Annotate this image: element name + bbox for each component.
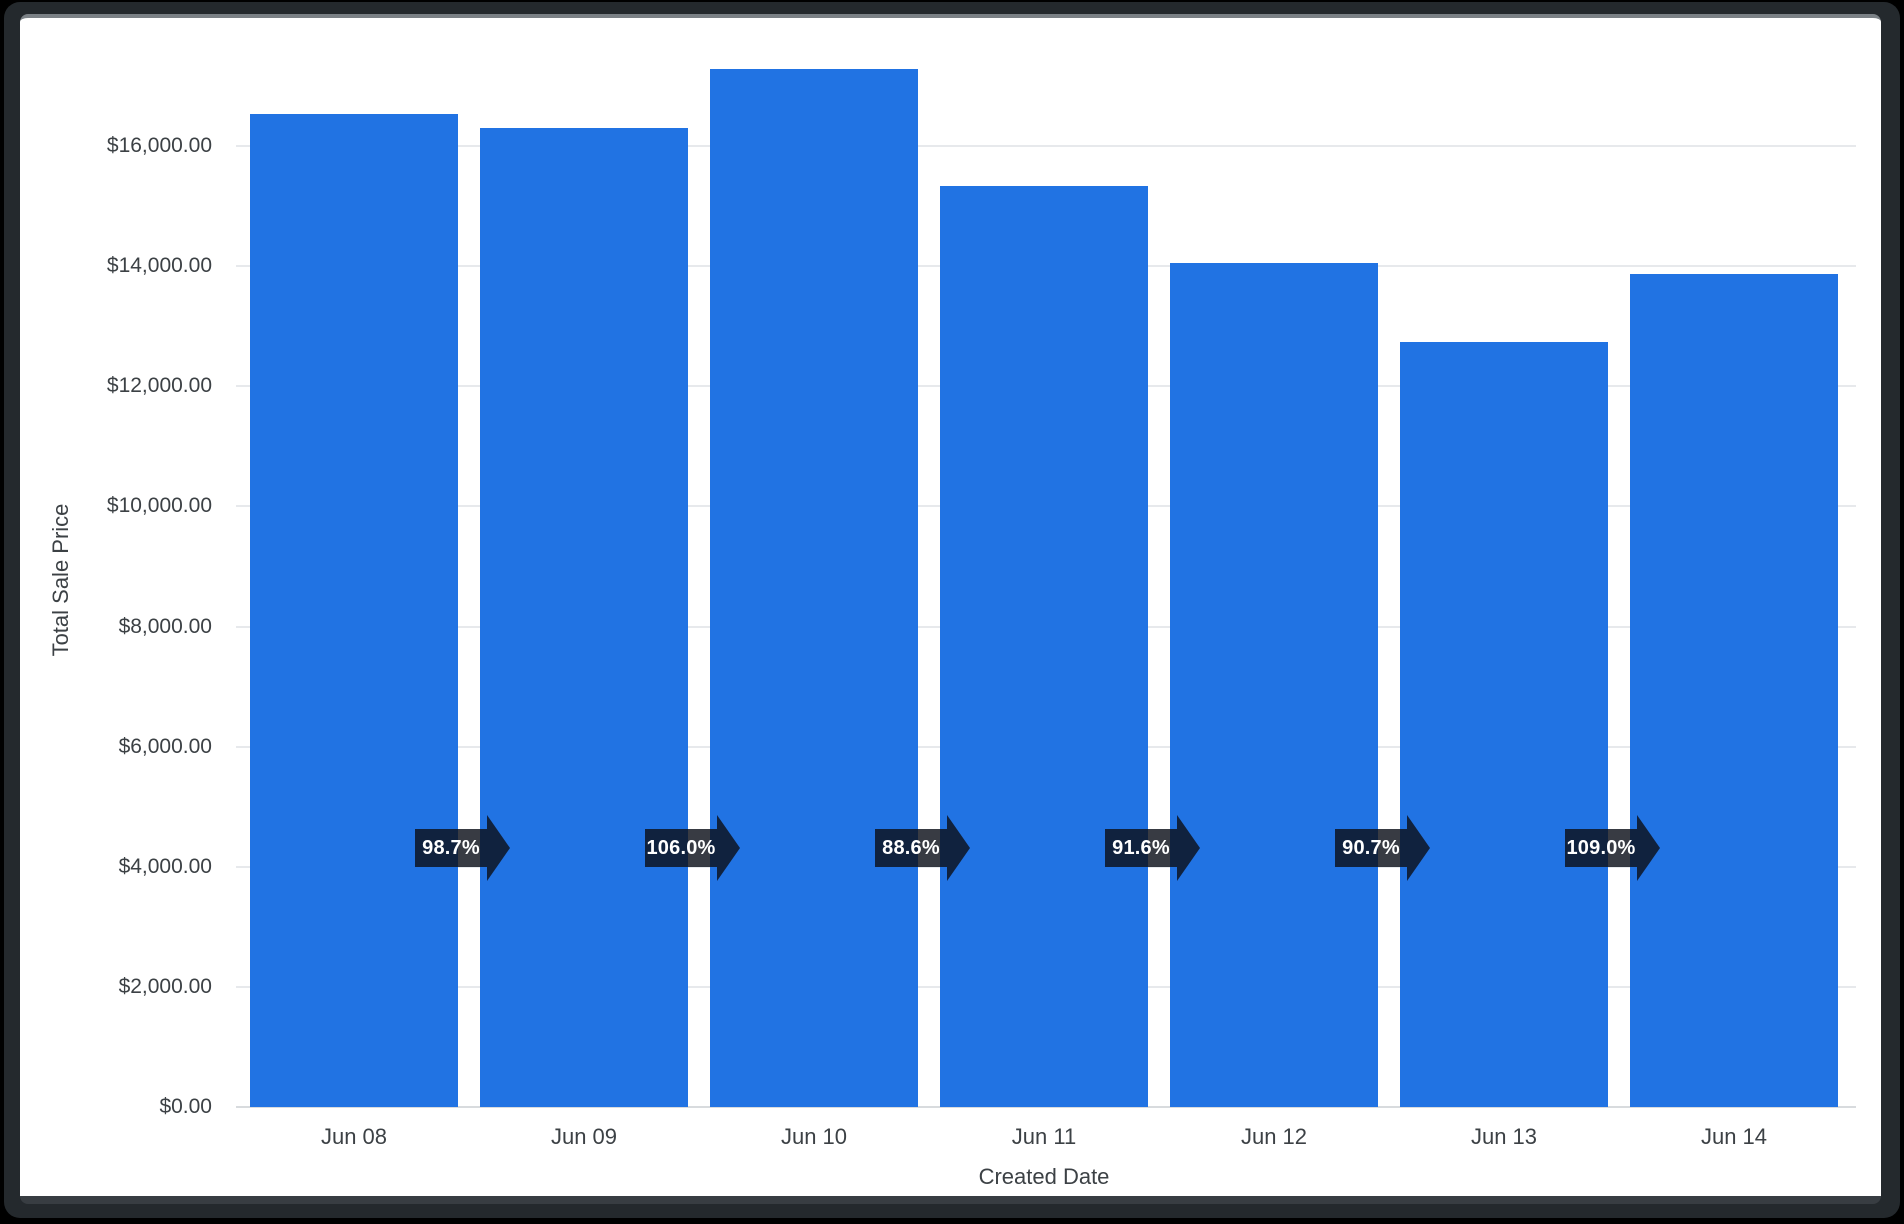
x-axis-title: Created Date — [978, 1164, 1110, 1189]
gridline — [236, 145, 1856, 147]
growth-arrow-head-icon — [947, 815, 970, 881]
y-tick-label: $6,000.00 — [118, 734, 212, 758]
bar-jun-09[interactable] — [480, 127, 688, 1107]
growth-arrow-head-icon — [717, 815, 740, 881]
growth-arrow-label: 90.7% — [1342, 836, 1400, 859]
growth-arrow-head-icon — [1407, 815, 1430, 881]
y-tick-label: $4,000.00 — [118, 854, 212, 878]
x-tick-label: Jun 10 — [780, 1124, 848, 1149]
y-tick-label: $12,000.00 — [106, 374, 212, 398]
bar-jun-14[interactable] — [1630, 273, 1838, 1107]
y-tick-label: $2,000.00 — [118, 974, 212, 998]
growth-arrow-label: 109.0% — [1566, 836, 1636, 859]
y-tick-label: $8,000.00 — [118, 614, 212, 638]
x-tick-label: Jun 09 — [550, 1124, 618, 1149]
bar-jun-11[interactable] — [940, 185, 1148, 1107]
x-tick-label: Jun 12 — [1240, 1124, 1308, 1149]
axis-baseline — [236, 1106, 1856, 1108]
x-tick-label: Jun 14 — [1700, 1124, 1768, 1149]
bar-jun-08[interactable] — [250, 113, 458, 1107]
growth-arrow: 91.6% — [1105, 829, 1177, 867]
y-tick-label: $16,000.00 — [106, 134, 212, 157]
bar-jun-10[interactable] — [710, 68, 918, 1107]
growth-arrow: 88.6% — [875, 829, 947, 867]
y-tick-label: $0.00 — [159, 1095, 212, 1118]
growth-arrow: 90.7% — [1335, 829, 1407, 867]
growth-arrow-head-icon — [1637, 815, 1660, 881]
growth-arrow-head-icon — [1177, 815, 1200, 881]
growth-arrow-label: 98.7% — [422, 836, 480, 859]
growth-arrow-head-icon — [487, 815, 510, 881]
growth-arrow-label: 88.6% — [882, 836, 940, 859]
x-tick-label: Jun 08 — [320, 1124, 388, 1149]
bar-jun-13[interactable] — [1400, 341, 1608, 1107]
growth-arrow-label: 106.0% — [646, 836, 716, 859]
y-tick-label: $14,000.00 — [106, 254, 212, 278]
bar-jun-12[interactable] — [1170, 263, 1378, 1107]
growth-arrow: 98.7% — [415, 829, 487, 867]
growth-arrow-label: 91.6% — [1112, 836, 1170, 859]
y-tick-label: $10,000.00 — [106, 494, 212, 518]
x-tick-label: Jun 13 — [1470, 1124, 1538, 1149]
growth-arrow: 109.0% — [1565, 829, 1637, 867]
x-tick-label: Jun 11 — [1011, 1124, 1077, 1149]
growth-arrow: 106.0% — [645, 829, 717, 867]
